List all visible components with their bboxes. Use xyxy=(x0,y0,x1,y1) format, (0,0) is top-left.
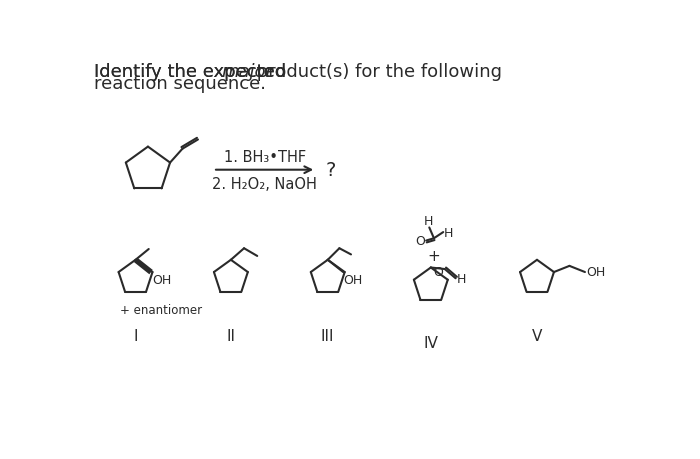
Text: Identify the expected: Identify the expected xyxy=(94,63,292,81)
Text: H: H xyxy=(424,214,433,227)
Text: OH: OH xyxy=(343,273,363,286)
Text: 1. BH₃•THF: 1. BH₃•THF xyxy=(223,149,306,164)
Text: H: H xyxy=(444,226,454,239)
Text: O: O xyxy=(414,235,425,247)
Text: I: I xyxy=(133,328,138,343)
Text: major: major xyxy=(222,63,274,81)
Text: ?: ? xyxy=(326,161,336,180)
Text: reaction sequence.: reaction sequence. xyxy=(94,75,266,93)
Text: O: O xyxy=(433,265,443,278)
Text: II: II xyxy=(226,328,235,343)
Text: H: H xyxy=(457,272,466,285)
Text: + enantiomer: + enantiomer xyxy=(120,303,202,316)
Text: +: + xyxy=(428,248,440,263)
Text: V: V xyxy=(532,328,542,343)
Text: III: III xyxy=(321,328,335,343)
Text: product(s) for the following: product(s) for the following xyxy=(251,63,502,81)
Text: OH: OH xyxy=(152,273,171,286)
Text: IV: IV xyxy=(424,336,438,351)
Text: 2. H₂O₂, NaOH: 2. H₂O₂, NaOH xyxy=(212,176,317,191)
Text: Identify the expected: Identify the expected xyxy=(94,63,292,81)
Text: OH: OH xyxy=(587,265,606,278)
